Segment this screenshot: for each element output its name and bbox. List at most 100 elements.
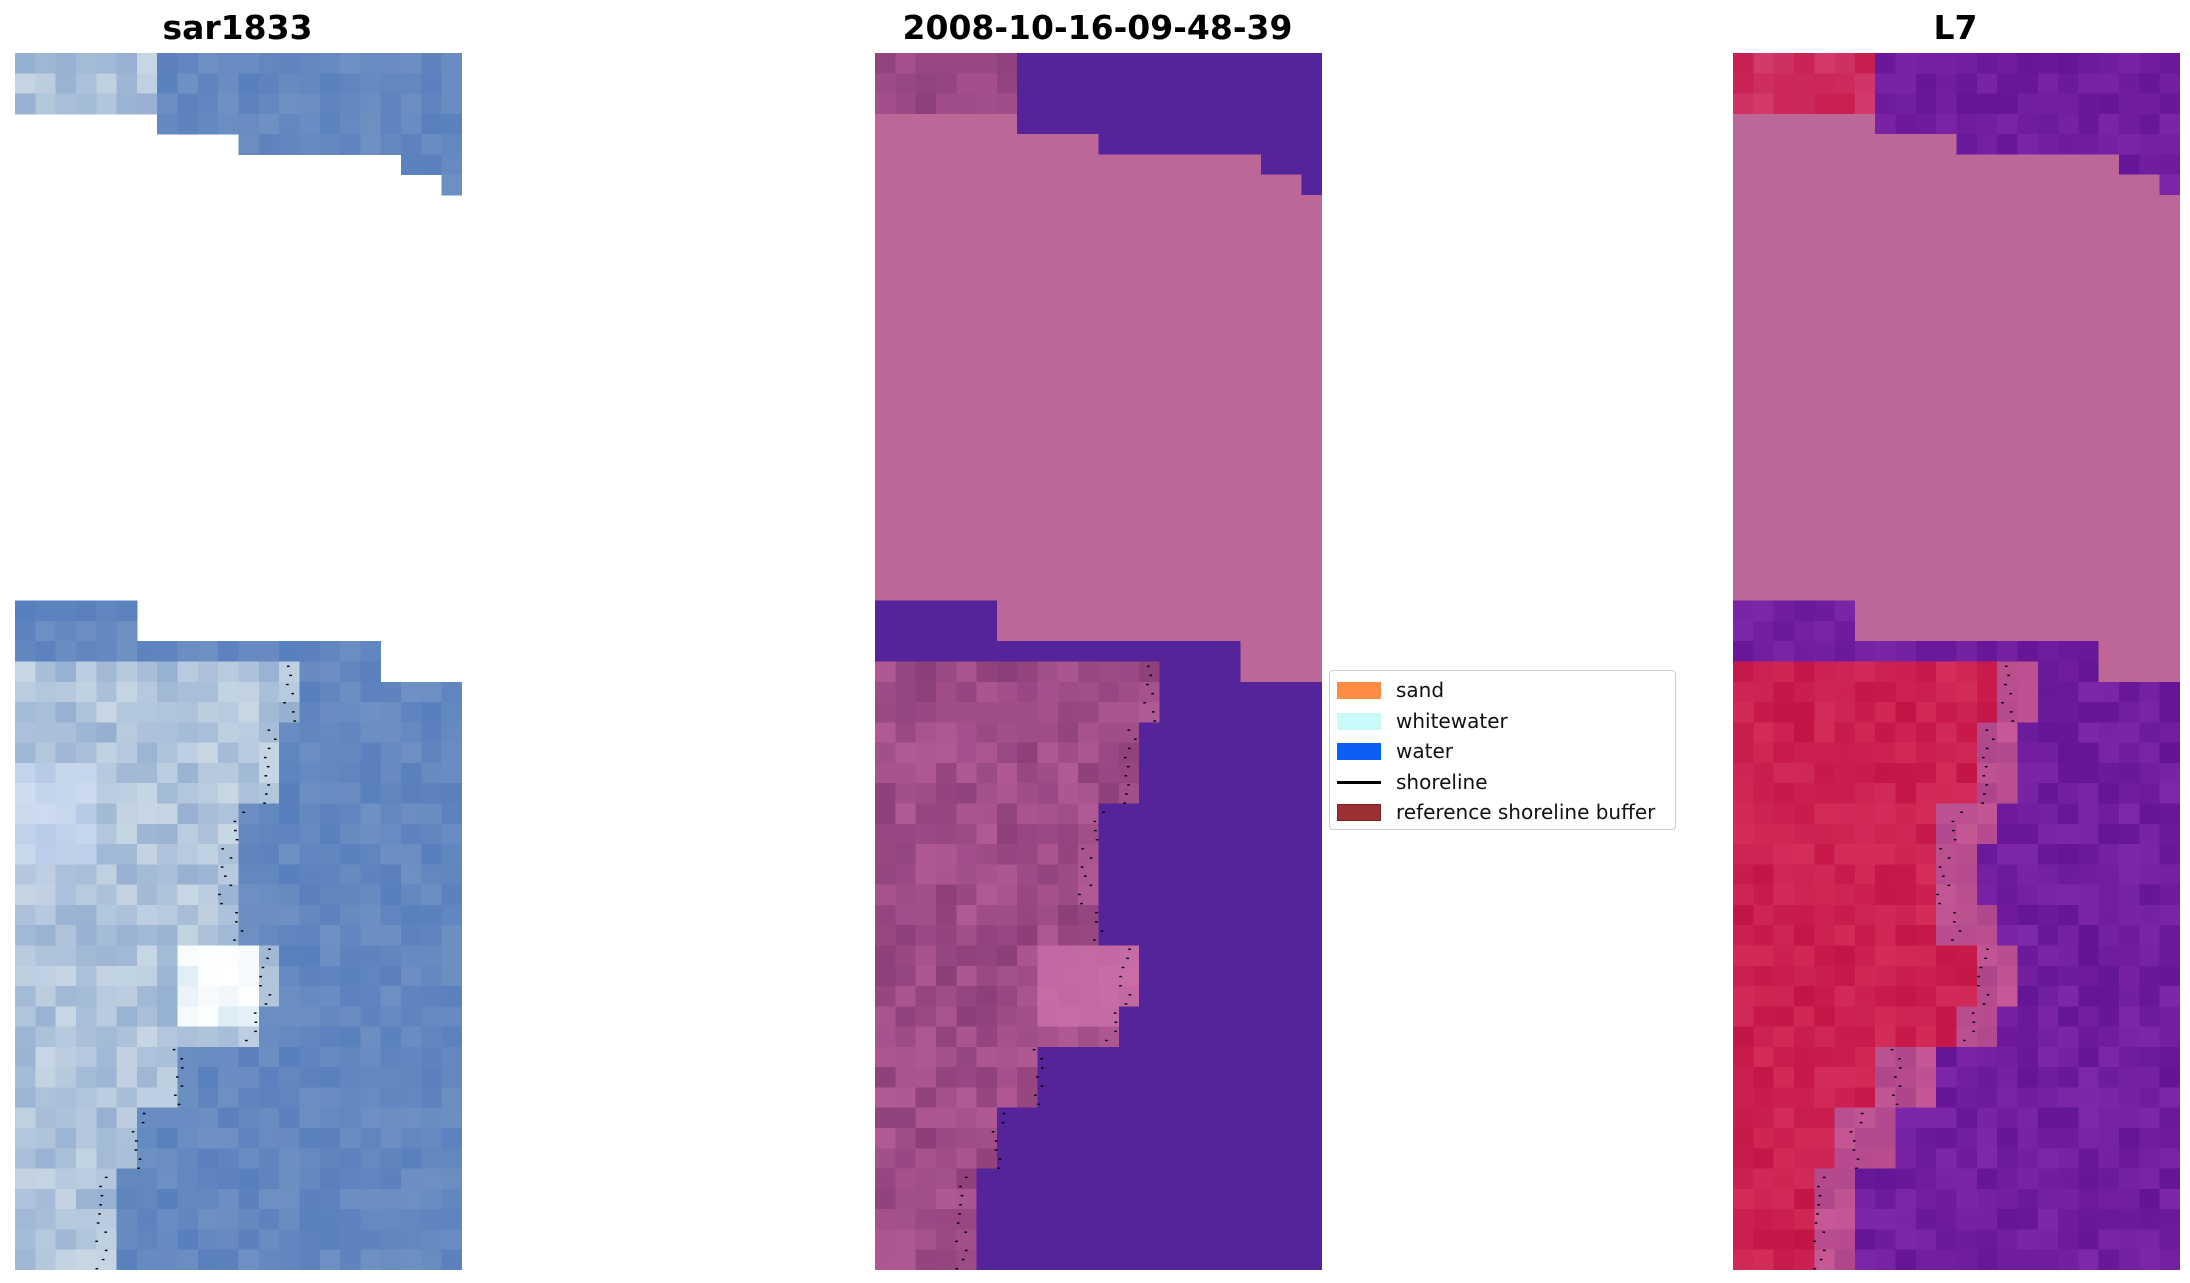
- shoreline-point: [1991, 738, 1995, 740]
- shoreline-point: [172, 1048, 176, 1051]
- shoreline-point: [1083, 875, 1087, 877]
- legend-item-reference-buffer: reference shoreline buffer: [1337, 800, 1655, 824]
- shoreline-point: [1855, 1167, 1858, 1169]
- shoreline-point: [101, 1258, 105, 1261]
- shoreline-point: [286, 683, 289, 686]
- shoreline-point: [1977, 975, 1980, 978]
- shoreline-point: [1822, 1176, 1826, 1179]
- shoreline-point: [1105, 1039, 1108, 1042]
- shoreline-dots: [95, 665, 297, 1270]
- shoreline-dots: [955, 665, 1157, 1270]
- rgb-image-panel: [15, 53, 462, 1270]
- shoreline-point: [242, 811, 245, 814]
- shoreline-point: [95, 1267, 99, 1270]
- shoreline-point: [1985, 747, 1989, 750]
- shoreline-point: [1813, 1240, 1817, 1243]
- shoreline-point: [1040, 1067, 1044, 1069]
- shoreline-point: [1114, 1030, 1117, 1033]
- shoreline-point: [1981, 756, 1985, 759]
- shoreline-point: [1947, 857, 1951, 859]
- shoreline-point: [2009, 711, 2013, 713]
- shoreline-point: [291, 692, 295, 695]
- mndwi-image: [1733, 53, 2180, 1270]
- shoreline-point: [1001, 1121, 1005, 1124]
- shoreline-point: [1125, 793, 1128, 795]
- legend-swatch-sand: [1337, 681, 1381, 699]
- shoreline-point: [1984, 957, 1987, 960]
- shoreline-point: [1153, 720, 1157, 722]
- shoreline-point: [229, 857, 233, 859]
- shoreline-point: [283, 702, 286, 704]
- shoreline-point: [1127, 747, 1131, 750]
- shoreline-point: [174, 1094, 177, 1096]
- shoreline-point: [267, 747, 271, 750]
- legend-swatch-water: [1337, 742, 1381, 760]
- shoreline-point: [1040, 1058, 1043, 1060]
- shoreline-point: [1095, 911, 1098, 914]
- shoreline-point: [234, 829, 237, 832]
- shoreline-point: [1893, 1076, 1897, 1078]
- shoreline-point: [1953, 911, 1956, 914]
- shoreline-point: [229, 884, 233, 887]
- shoreline-point: [1095, 838, 1099, 841]
- shoreline-point: [1984, 765, 1988, 768]
- shoreline-point: [1123, 756, 1127, 759]
- shoreline-point: [1128, 948, 1131, 950]
- shoreline-point: [1102, 811, 1105, 814]
- shoreline-point: [1849, 1131, 1853, 1133]
- shoreline-point: [1817, 1185, 1820, 1188]
- shoreline-point: [2009, 692, 2013, 695]
- shoreline-point: [1124, 1003, 1128, 1005]
- shoreline-point: [1126, 957, 1129, 960]
- legend-swatch-whitewater: [1337, 712, 1381, 730]
- shoreline-point: [1080, 902, 1083, 905]
- legend-swatch-reference-buffer: [1337, 803, 1381, 821]
- shoreline-point: [259, 985, 262, 987]
- legend-item-shoreline: shoreline: [1337, 770, 1488, 794]
- shoreline-point: [218, 893, 221, 896]
- shoreline-point: [265, 793, 268, 795]
- shoreline-point: [235, 911, 238, 914]
- shoreline-point: [1128, 994, 1132, 996]
- shoreline-point: [997, 1167, 1000, 1169]
- shoreline-point: [1977, 985, 1980, 987]
- shoreline-point: [1093, 939, 1096, 941]
- shoreline-point: [254, 1030, 257, 1033]
- shoreline-point: [1982, 1003, 1986, 1005]
- shoreline-point: [142, 1112, 146, 1115]
- shoreline-point: [2007, 674, 2010, 677]
- shoreline-point: [1859, 1121, 1863, 1124]
- shoreline-point: [289, 674, 292, 677]
- shoreline-point: [220, 866, 224, 868]
- shoreline-point: [1898, 1085, 1902, 1087]
- shoreline-point: [235, 838, 239, 841]
- shoreline-point: [1981, 802, 1984, 804]
- shoreline-point: [104, 1176, 108, 1179]
- shoreline-point: [1936, 893, 1939, 896]
- shoreline-point: [254, 1021, 258, 1023]
- shoreline-point: [1032, 1048, 1036, 1051]
- shoreline-point: [1822, 1231, 1826, 1233]
- shoreline-point: [1951, 820, 1955, 823]
- shoreline-point: [1151, 711, 1155, 713]
- shoreline-point: [273, 738, 277, 740]
- shoreline-point: [1963, 1039, 1966, 1042]
- shoreline-point: [235, 921, 238, 923]
- shoreline-point: [1816, 1213, 1819, 1215]
- shoreline-point: [261, 966, 265, 969]
- shoreline-point: [1985, 729, 1989, 731]
- rgb-image: [15, 53, 462, 1270]
- shoreline-point: [1146, 683, 1149, 686]
- shoreline-point: [1080, 866, 1084, 868]
- shoreline-point: [1078, 893, 1081, 896]
- shoreline-point: [994, 1149, 998, 1151]
- shoreline-point: [266, 765, 270, 768]
- shoreline-point: [1939, 848, 1942, 850]
- shoreline-point: [1852, 1140, 1856, 1142]
- shoreline-point: [1818, 1194, 1822, 1197]
- shoreline-point: [137, 1167, 140, 1169]
- shoreline-point: [1817, 1204, 1820, 1206]
- shoreline-point: [1119, 975, 1122, 978]
- shoreline-point: [1938, 902, 1941, 905]
- legend-label-whitewater: whitewater: [1396, 709, 1508, 733]
